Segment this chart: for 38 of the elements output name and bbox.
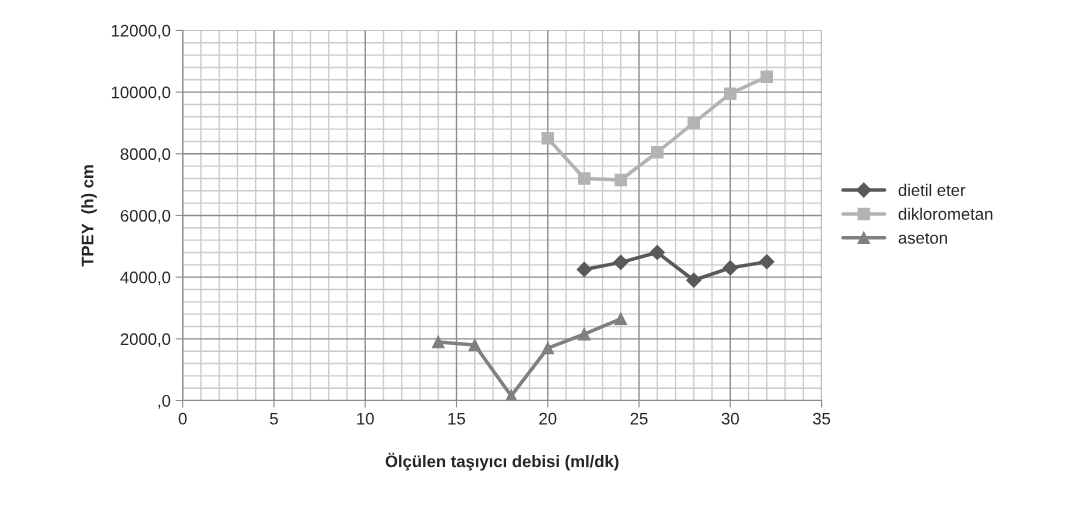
legend-label: aseton: [898, 232, 947, 244]
x-tick-label: 5: [269, 412, 278, 425]
y-tick-label: 4000,0: [120, 271, 171, 286]
x-tick-label: 0: [178, 412, 187, 425]
y-tick-label: ,0: [158, 394, 171, 409]
x-tick-label: 30: [721, 412, 739, 425]
y-axis-title: TPEY (h) cm: [81, 165, 97, 267]
point: [578, 172, 591, 185]
point: [576, 261, 592, 278]
point: [687, 116, 701, 130]
x-tick-label: 35: [812, 412, 831, 425]
point: [541, 341, 555, 355]
y-tick-label: 12000,0: [111, 24, 171, 39]
x-tick-label: 20: [539, 412, 557, 425]
point: [686, 272, 702, 288]
point: [649, 244, 665, 261]
x-tick-label: 10: [357, 412, 374, 425]
point: [431, 335, 445, 349]
point: [613, 254, 629, 270]
y-tick-label: 10000,0: [111, 86, 171, 101]
point: [760, 70, 774, 83]
y-tick-label: 2000,0: [120, 333, 171, 348]
y-tick-label: 6000,0: [120, 209, 171, 224]
point: [614, 312, 628, 326]
x-axis-title: Ölçülen taşıyıcı debisi (ml/dk): [385, 452, 619, 471]
point: [468, 338, 481, 352]
y-tick-label: 8000,0: [120, 148, 171, 162]
point: [614, 173, 628, 187]
point: [724, 87, 737, 100]
point: [541, 132, 555, 145]
legend-label: diklorometan: [898, 207, 993, 220]
legend-label: dietil eter: [898, 183, 966, 197]
point: [578, 327, 591, 341]
point: [722, 260, 738, 276]
x-tick-label: 15: [448, 412, 466, 425]
point: [651, 145, 664, 159]
x-tick-label: 25: [630, 412, 648, 425]
point: [759, 254, 775, 270]
